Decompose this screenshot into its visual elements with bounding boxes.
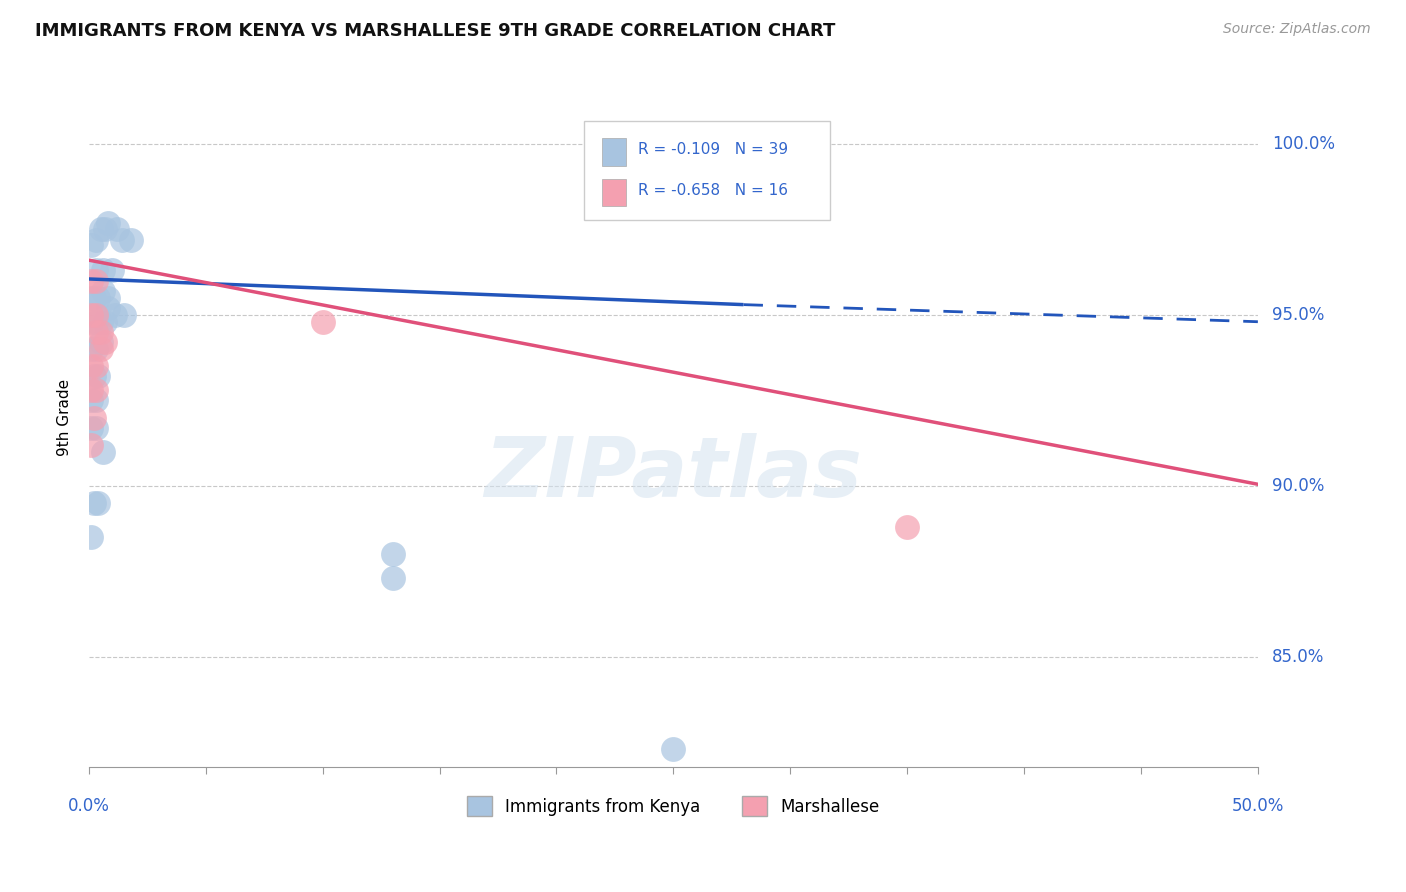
Point xyxy=(94,315,117,329)
Point xyxy=(87,369,110,384)
Point xyxy=(80,359,103,374)
Text: R = -0.109   N = 39: R = -0.109 N = 39 xyxy=(638,142,789,157)
Point xyxy=(94,335,117,350)
Point xyxy=(91,444,114,458)
Point xyxy=(90,222,112,236)
Point xyxy=(90,342,112,356)
Point xyxy=(110,233,132,247)
Legend: Immigrants from Kenya, Marshallese: Immigrants from Kenya, Marshallese xyxy=(458,788,889,824)
Point xyxy=(84,233,107,247)
Point xyxy=(83,410,105,425)
Point xyxy=(80,383,103,397)
Text: 0.0%: 0.0% xyxy=(67,797,110,815)
Text: ZIPatlas: ZIPatlas xyxy=(485,433,862,514)
Point xyxy=(112,308,135,322)
Point xyxy=(662,742,685,756)
Text: 90.0%: 90.0% xyxy=(1272,477,1324,495)
Point xyxy=(83,496,105,510)
Point xyxy=(103,308,125,322)
Text: Source: ZipAtlas.com: Source: ZipAtlas.com xyxy=(1223,22,1371,37)
Point xyxy=(83,369,105,384)
Text: 85.0%: 85.0% xyxy=(1272,648,1324,666)
Point xyxy=(84,325,107,339)
Point xyxy=(381,571,404,585)
Point xyxy=(84,421,107,435)
Point xyxy=(90,315,112,329)
Point xyxy=(80,421,103,435)
Point xyxy=(105,222,128,236)
Point xyxy=(90,325,112,339)
Point xyxy=(80,315,103,329)
Point xyxy=(84,274,107,288)
Y-axis label: 9th Grade: 9th Grade xyxy=(58,379,72,456)
Point xyxy=(80,308,103,322)
Text: 50.0%: 50.0% xyxy=(1232,797,1284,815)
Point xyxy=(120,233,142,247)
Point xyxy=(94,222,117,236)
Point xyxy=(84,315,107,329)
Point xyxy=(96,291,118,305)
Point xyxy=(80,291,103,305)
Point xyxy=(84,359,107,374)
Point xyxy=(91,284,114,298)
Point xyxy=(80,393,103,408)
Point xyxy=(87,496,110,510)
Point xyxy=(80,438,103,452)
Point xyxy=(101,263,124,277)
Point xyxy=(80,530,103,544)
Point xyxy=(87,291,110,305)
Text: IMMIGRANTS FROM KENYA VS MARSHALLESE 9TH GRADE CORRELATION CHART: IMMIGRANTS FROM KENYA VS MARSHALLESE 9TH… xyxy=(35,22,835,40)
Point xyxy=(84,393,107,408)
Point xyxy=(84,263,107,277)
Point xyxy=(96,215,118,229)
Text: 95.0%: 95.0% xyxy=(1272,306,1324,324)
Point xyxy=(96,301,118,315)
Point xyxy=(83,291,105,305)
Point xyxy=(90,335,112,350)
Point xyxy=(84,383,107,397)
Text: R = -0.658   N = 16: R = -0.658 N = 16 xyxy=(638,183,789,198)
Point xyxy=(80,274,103,288)
Text: 100.0%: 100.0% xyxy=(1272,135,1334,153)
Point xyxy=(896,520,918,534)
Point xyxy=(84,342,107,356)
Point xyxy=(84,308,107,322)
Point xyxy=(311,315,333,329)
Point xyxy=(80,237,103,252)
Point xyxy=(80,342,103,356)
Point xyxy=(381,548,404,562)
Point xyxy=(91,263,114,277)
